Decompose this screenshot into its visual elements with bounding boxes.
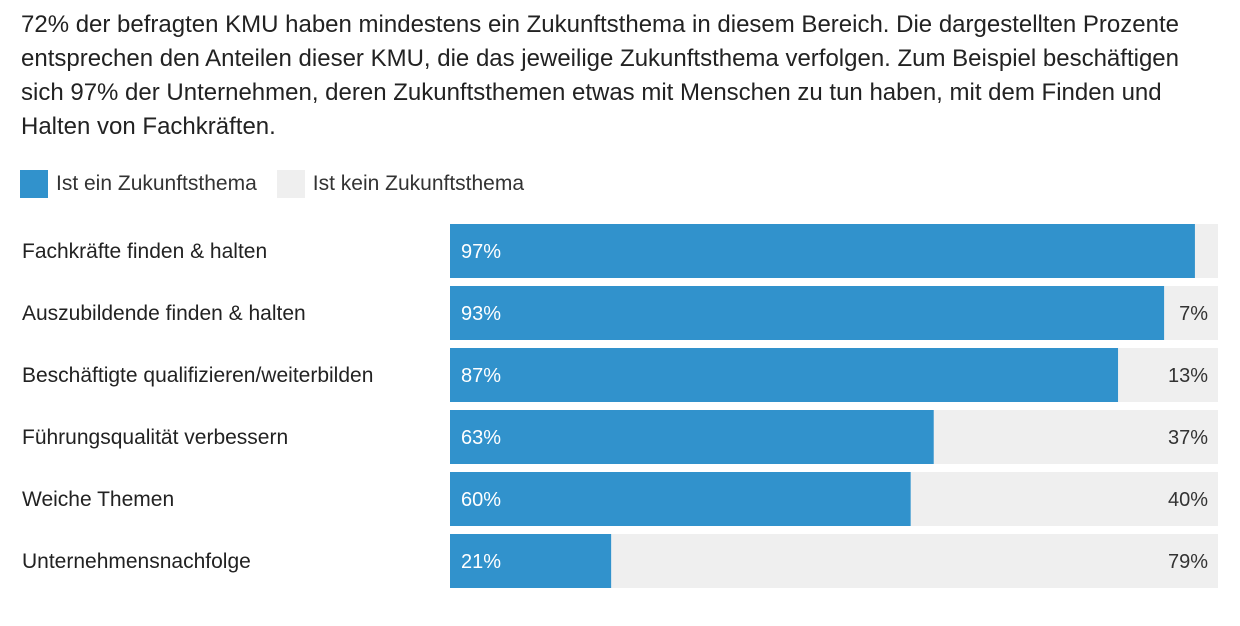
bar-row-f-hrungsqualit-t-verbessern: Führungsqualität verbessern 63% 37% (22, 410, 1218, 464)
value-label-ist-ein-zukunftsthema: 60% (461, 489, 501, 511)
bar-segment-ist-kein-zukunftsthema (1194, 224, 1218, 278)
category-label: Beschäftigte qualifizieren/weiterbilden (22, 364, 373, 387)
bar-segment-ist-kein-zukunftsthema (933, 410, 1218, 464)
bar-segment-ist-kein-zukunftsthema (1164, 286, 1218, 340)
bar-segment-ist-kein-zukunftsthema (1118, 348, 1218, 402)
value-label-ist-kein-zukunftsthema: 40% (1168, 489, 1208, 511)
value-label-ist-kein-zukunftsthema: 7% (1179, 303, 1208, 325)
legend-item-ist-ein-zukunftsthema: Ist ein Zukunftsthema (20, 170, 257, 198)
intro-text: 72% der befragten KMU haben mindestens e… (21, 11, 1179, 140)
bar-row-fachkr-fte-finden-halten: Fachkräfte finden & halten 97% (22, 224, 1218, 278)
bar-segment-ist-kein-zukunftsthema (611, 534, 1218, 588)
category-label: Weiche Themen (22, 488, 174, 511)
bar-segment-ist-ein-zukunftsthema (450, 534, 612, 588)
legend-swatch-ist-kein-zukunftsthema (276, 170, 305, 198)
value-label-ist-ein-zukunftsthema: 87% (461, 365, 501, 387)
bar-segment-ist-kein-zukunftsthema (910, 472, 1218, 526)
legend-swatch-ist-ein-zukunftsthema (20, 170, 48, 198)
value-label-ist-kein-zukunftsthema: 13% (1168, 365, 1208, 387)
category-label: Führungsqualität verbessern (22, 426, 288, 449)
bar-segment-ist-ein-zukunftsthema (450, 224, 1195, 278)
value-label-ist-ein-zukunftsthema: 97% (461, 241, 501, 263)
bar-row-unternehmensnachfolge: Unternehmensnachfolge 21% 79% (22, 534, 1218, 588)
value-label-ist-ein-zukunftsthema: 63% (461, 427, 501, 449)
bar-segment-ist-ein-zukunftsthema (450, 472, 911, 526)
bar-segment-ist-ein-zukunftsthema (450, 410, 934, 464)
bar-row-auszubildende-finden-halten: Auszubildende finden & halten 93% 7% (22, 286, 1218, 340)
category-label: Fachkräfte finden & halten (22, 240, 267, 263)
legend-label-ist-kein-zukunftsthema: Ist kein Zukunftsthema (312, 172, 525, 195)
category-label: Auszubildende finden & halten (22, 302, 306, 325)
legend-label-ist-ein-zukunftsthema: Ist ein Zukunftsthema (56, 172, 257, 195)
bar-segment-ist-ein-zukunftsthema (450, 348, 1119, 402)
legend: Ist ein Zukunftsthema Ist kein Zukunftst… (20, 170, 544, 198)
value-label-ist-kein-zukunftsthema: 79% (1168, 551, 1208, 573)
bar-row-besch-ftigte-qualifizieren-weiterbilden: Beschäftigte qualifizieren/weiterbilden 8… (22, 348, 1218, 402)
legend-item-ist-kein-zukunftsthema: Ist kein Zukunftsthema (276, 170, 525, 198)
value-label-ist-ein-zukunftsthema: 21% (461, 551, 501, 573)
bar-segment-ist-ein-zukunftsthema (450, 286, 1165, 340)
category-label: Unternehmensnachfolge (22, 550, 251, 573)
bar-row-weiche-themen: Weiche Themen 60% 40% (22, 472, 1218, 526)
value-label-ist-ein-zukunftsthema: 93% (461, 303, 501, 325)
value-label-ist-kein-zukunftsthema: 37% (1168, 427, 1208, 449)
